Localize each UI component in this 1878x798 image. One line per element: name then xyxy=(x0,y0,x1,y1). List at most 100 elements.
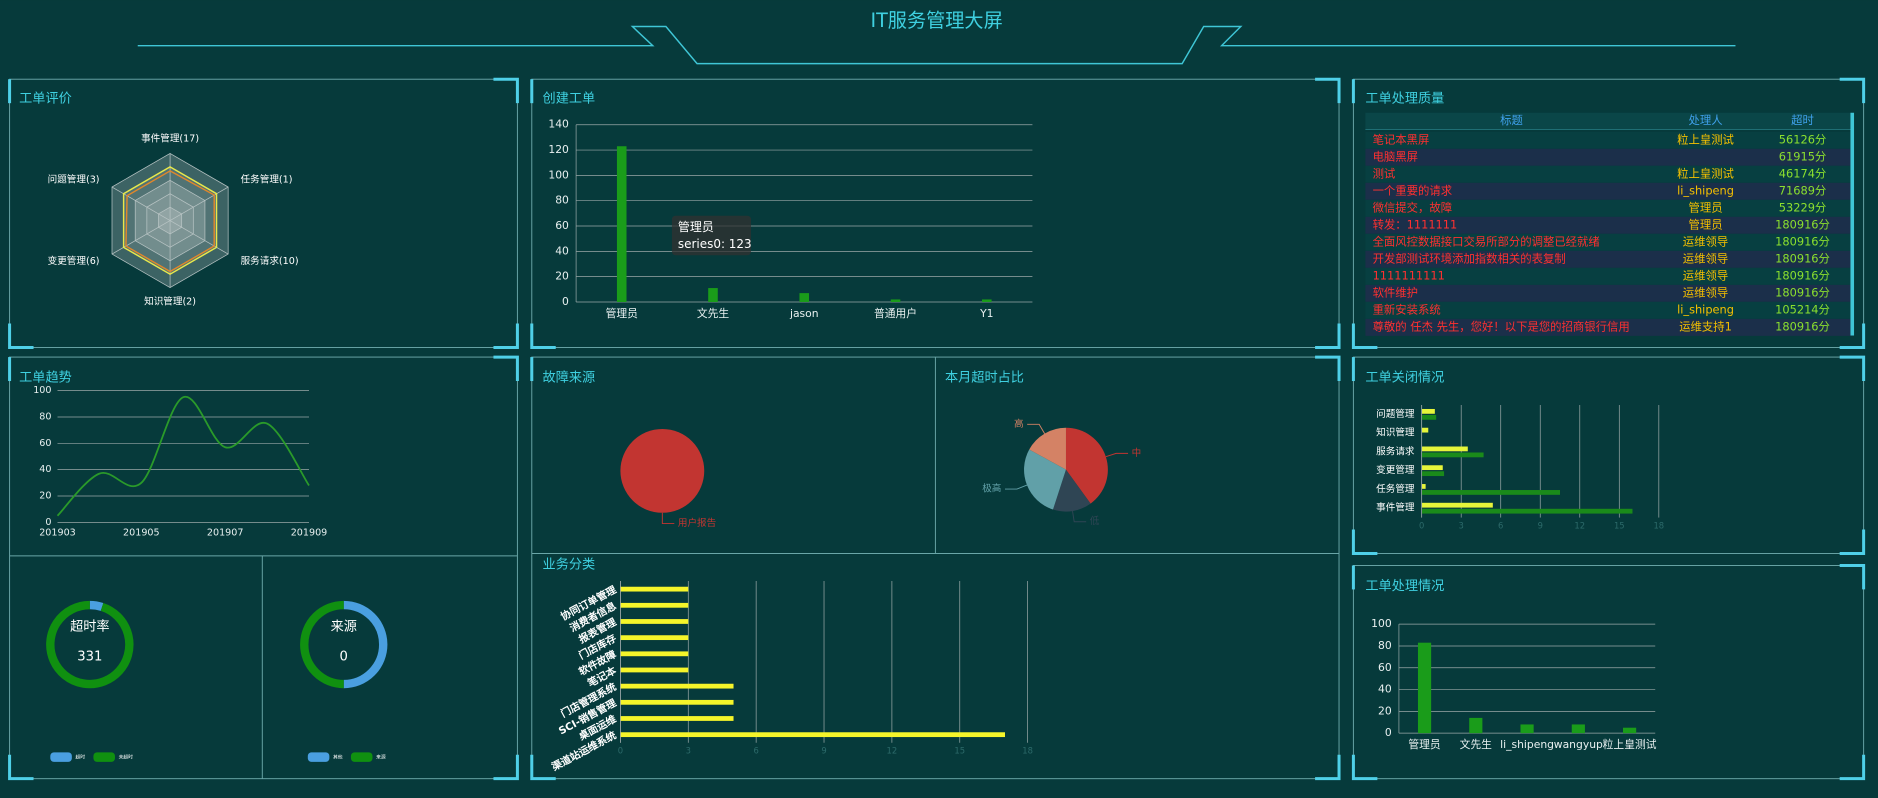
scrollbar xyxy=(1850,112,1855,336)
y-tick-label: 0 xyxy=(562,295,569,308)
label-line xyxy=(1105,452,1129,458)
x-tick-label: 12 xyxy=(887,746,898,756)
corner xyxy=(1839,529,1866,556)
table-cell: 运维领导 xyxy=(1683,234,1728,248)
table-cell: 1111111111 xyxy=(1373,268,1445,282)
y-tick-label: 80 xyxy=(1378,639,1392,652)
panel-title: 工单评价 xyxy=(19,90,72,106)
slice-label: 中 xyxy=(1132,447,1142,459)
y-tick-label: 100 xyxy=(1371,617,1392,630)
table-row-bg xyxy=(1365,199,1852,217)
bar xyxy=(620,683,734,689)
x-tick-label: Y1 xyxy=(979,307,993,320)
panel-title: 创建工单 xyxy=(543,90,596,106)
x-tick-label: 6 xyxy=(753,746,758,756)
y-tick-label: 事件管理 xyxy=(1376,502,1415,514)
bar xyxy=(620,732,1006,738)
panel-frame xyxy=(1352,78,1865,348)
table-row-bg xyxy=(1365,318,1852,336)
pie-slice xyxy=(620,428,705,513)
x-tick-label: 201907 xyxy=(207,528,244,539)
legend-swatch xyxy=(50,752,72,762)
bar xyxy=(890,299,901,302)
y-tick-label: 0 xyxy=(1385,726,1392,739)
bar xyxy=(616,146,627,302)
radar-spoke xyxy=(111,220,171,255)
corner xyxy=(1839,563,1866,590)
y-tick-label: 100 xyxy=(548,168,569,181)
panel-title: 故障来源 xyxy=(543,369,596,385)
bar xyxy=(1623,727,1637,734)
bar xyxy=(620,651,689,657)
corner xyxy=(1351,323,1378,349)
table-cell: 运维支持1 xyxy=(1679,319,1732,333)
legend-swatch xyxy=(93,752,115,762)
pie-slice xyxy=(1065,427,1108,504)
x-tick-label: 0 xyxy=(618,746,623,756)
legend-label: 超时 xyxy=(75,754,85,761)
slice-label: 极高 xyxy=(982,483,1001,495)
bar xyxy=(620,667,689,673)
radar-indicator: 问题管理(3) xyxy=(48,173,100,185)
slice-label: 低 xyxy=(1090,515,1100,527)
y-tick-label: 100 xyxy=(33,385,51,396)
x-tick-label: 9 xyxy=(1538,520,1543,530)
bar xyxy=(620,602,689,608)
corner xyxy=(1315,323,1341,349)
pie-slice xyxy=(1053,469,1091,512)
radar-indicator: 变更管理(6) xyxy=(48,255,100,267)
table-cell: 56126分 xyxy=(1779,132,1827,146)
corner xyxy=(8,754,34,781)
y-tick-label: 60 xyxy=(1378,661,1392,674)
table-cell: 尊敬的 任杰 先生，您好！以下是您的招商银行信用 xyxy=(1373,319,1630,333)
corner xyxy=(1315,754,1341,781)
y-tick-label: 60 xyxy=(555,219,569,232)
bar xyxy=(620,586,689,592)
panel-title: 本月超时占比 xyxy=(945,369,1024,385)
table-cell: li_shipeng xyxy=(1677,302,1734,316)
table-cell: 53229分 xyxy=(1779,200,1827,214)
radar-indicator: 知识管理(2) xyxy=(144,295,196,307)
table-cell: 运维领导 xyxy=(1683,251,1728,265)
x-tick-label: 3 xyxy=(1459,520,1464,530)
table-cell: 运维领导 xyxy=(1683,268,1728,282)
legend-swatch xyxy=(307,752,330,762)
radar-indicator: 服务请求(10) xyxy=(241,255,299,267)
x-tick-label: 201903 xyxy=(39,528,76,539)
legend-label: 其他 xyxy=(333,754,343,761)
table-cell: 电脑黑屏 xyxy=(1373,149,1418,163)
bar xyxy=(620,619,689,624)
table-cell: 全面风控数据接口交易所部分的调整已经就绪 xyxy=(1373,234,1600,248)
header-decoration xyxy=(137,25,1736,65)
gauge-value: 331 xyxy=(77,650,102,665)
legend-label: 未超时 xyxy=(119,754,134,761)
gauge-value: 0 xyxy=(340,650,348,665)
y-tick-label: 80 xyxy=(39,411,51,422)
legend-swatch xyxy=(350,752,373,762)
bar xyxy=(1421,490,1561,495)
x-tick-label: 管理员 xyxy=(1408,738,1441,751)
corner xyxy=(493,323,519,349)
bar xyxy=(620,699,734,705)
panel-frame xyxy=(9,78,518,348)
table-header: 处理人 xyxy=(1688,113,1722,127)
table-cell: 180916分 xyxy=(1775,251,1830,265)
table-cell: 笔记本黑屏 xyxy=(1373,132,1430,146)
table-row-bg xyxy=(1365,148,1852,166)
table-cell: 一个重要的请求 xyxy=(1373,183,1453,197)
corner xyxy=(1351,754,1378,781)
bar xyxy=(620,635,689,641)
table-cell: 测试 xyxy=(1373,166,1396,180)
bar xyxy=(1520,724,1534,734)
table-row-bg xyxy=(1365,301,1852,319)
table-row-bg xyxy=(1365,165,1852,183)
table-cell: 微信提交，故障 xyxy=(1373,200,1453,214)
table-cell: 管理员 xyxy=(1688,217,1722,231)
x-tick-label: 15 xyxy=(954,746,965,756)
panel-title: 业务分类 xyxy=(543,556,596,572)
bar xyxy=(1421,484,1426,489)
panel-frame xyxy=(9,356,518,780)
bar xyxy=(799,293,810,302)
y-tick-label: 知识管理 xyxy=(1376,427,1415,439)
y-tick-label: 40 xyxy=(39,464,51,475)
